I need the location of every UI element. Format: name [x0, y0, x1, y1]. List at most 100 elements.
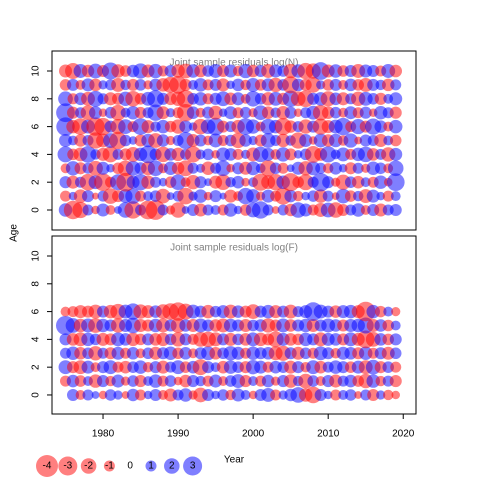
plot-frame — [51, 235, 417, 415]
y-tick-label: 10 — [31, 65, 42, 77]
bubble — [360, 177, 371, 188]
bubble — [209, 374, 223, 388]
bubble — [74, 375, 87, 387]
bubble — [383, 306, 394, 317]
bubble — [246, 189, 261, 204]
bubble — [194, 176, 207, 189]
bubble — [322, 347, 335, 360]
bubble — [60, 306, 71, 317]
bubble — [367, 388, 380, 401]
bubble — [344, 389, 357, 401]
bubble — [147, 160, 164, 177]
bubble — [179, 347, 192, 360]
bubble — [366, 189, 380, 203]
bubble — [390, 320, 401, 331]
bubble — [233, 205, 243, 215]
bubble — [293, 108, 303, 117]
bubble — [134, 79, 147, 91]
bubble — [96, 203, 110, 217]
bubble — [323, 390, 333, 400]
bubble — [81, 360, 95, 374]
y-tick-label: 8 — [31, 96, 42, 102]
y-tick-label: 6 — [31, 123, 42, 129]
bubble — [293, 150, 303, 159]
bubble — [209, 190, 222, 203]
bubble — [276, 133, 290, 148]
bubble — [111, 77, 126, 92]
bubble — [119, 134, 132, 147]
bubble — [113, 390, 123, 400]
bubble — [170, 174, 186, 190]
bubble — [307, 375, 319, 387]
y-tick-label: 8 — [31, 281, 42, 287]
bubble — [223, 203, 238, 217]
legend-label: -1 — [105, 461, 114, 472]
legend-bubble — [145, 460, 157, 472]
bubble — [60, 190, 72, 202]
panel-title: Joint sample residuals log(N) — [170, 58, 299, 69]
bubble — [165, 135, 176, 146]
bubble — [157, 204, 169, 216]
x-axis-label: Year — [224, 455, 245, 466]
bubble — [305, 77, 321, 93]
bubble — [156, 106, 170, 120]
bubble — [283, 374, 298, 388]
bubble — [354, 391, 363, 399]
bubble — [194, 134, 207, 147]
bubble — [389, 203, 402, 217]
bubble — [261, 106, 275, 119]
bubble — [240, 390, 251, 400]
bubble — [301, 191, 310, 201]
bubble — [165, 108, 176, 118]
bubble — [389, 106, 402, 119]
bubble — [82, 204, 94, 216]
bubble — [98, 108, 108, 117]
bubble — [277, 162, 289, 174]
x-tick-label: 1990 — [167, 429, 190, 440]
legend-bubble — [164, 458, 180, 474]
bubble — [343, 133, 358, 148]
bubble — [231, 78, 245, 92]
bubble — [215, 174, 231, 190]
bubble — [248, 376, 259, 386]
bubble — [261, 374, 275, 388]
bubble — [187, 375, 200, 388]
bubble — [231, 92, 245, 106]
bubble — [374, 133, 388, 148]
y-tick-label: 0 — [31, 392, 42, 398]
bubble — [133, 360, 148, 374]
bubble — [344, 190, 357, 202]
bubble — [239, 106, 252, 119]
bubble — [145, 200, 166, 220]
bubble — [156, 134, 170, 147]
bubble — [389, 134, 402, 147]
bubble — [202, 148, 214, 161]
bubble — [391, 306, 401, 317]
bubble — [292, 190, 304, 202]
legend-label: -4 — [43, 461, 52, 472]
bubble — [158, 177, 168, 187]
bubble — [224, 189, 238, 203]
bubble — [91, 391, 100, 399]
bubble — [149, 388, 162, 401]
bubble — [383, 389, 394, 401]
bubble — [92, 192, 100, 200]
bubble — [389, 347, 402, 360]
bubble — [390, 361, 402, 373]
bubble — [195, 375, 206, 387]
bubble — [320, 146, 337, 163]
bubble — [389, 147, 403, 161]
bubble — [373, 175, 388, 189]
y-tick-label: 2 — [31, 364, 42, 370]
bubble — [374, 92, 387, 105]
bubble — [126, 347, 140, 360]
bubble — [375, 375, 386, 387]
bubble — [202, 204, 214, 216]
bubble — [328, 133, 343, 148]
bubble — [170, 202, 186, 218]
y-tick-label: 2 — [31, 179, 42, 185]
bubble — [245, 119, 261, 134]
bubble — [246, 161, 261, 176]
bubble — [89, 78, 102, 92]
bubble — [193, 189, 208, 203]
